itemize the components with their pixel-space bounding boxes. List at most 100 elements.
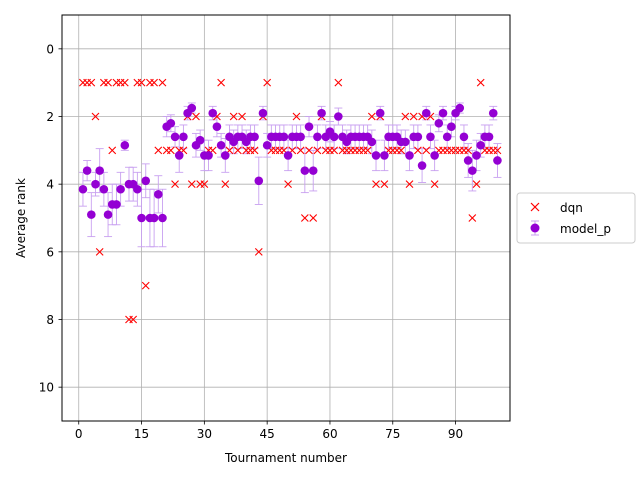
x-tick-label: 45 [260,427,275,441]
dqn-point [330,146,339,155]
dqn-point [91,112,100,121]
model-p-point [204,151,213,160]
dqn-point [367,112,376,121]
dqn-point [95,247,104,256]
model-p-point [116,184,125,194]
model-p-point [99,184,109,194]
model-p-point [468,166,477,175]
y-tick-label: 10 [39,381,54,395]
model-p-point [434,118,444,128]
dqn-point [413,146,422,155]
dqn-point [284,180,292,189]
dqn-point [263,78,272,87]
model-p-point [413,132,423,142]
model-p-point [133,184,142,194]
legend: dqn model_p [516,192,636,244]
model-p-point [82,166,92,175]
x-tick-label: 90 [448,427,463,441]
model-p-point [304,122,314,131]
dqn-point [493,146,502,155]
model-p-point [317,108,326,118]
x-axis-label: Tournament number [224,451,347,465]
model-p-point [493,156,502,165]
x-tick-label: 0 [75,427,83,441]
y-axis-label: Average rank [14,178,28,258]
dqn-point [292,112,301,121]
model-p-point [375,108,385,118]
dqn-point [305,146,313,155]
model-p-point [153,190,163,199]
model-p-point [149,213,159,223]
dqn-point [150,78,159,87]
dqn-point [250,146,259,155]
dqn-point [129,315,138,324]
dqn-point [405,180,414,189]
model-p-point [329,132,339,142]
y-tick-label: 0 [46,42,54,56]
dqn-point [108,146,117,155]
dqn-point [409,112,418,121]
model-p-point [442,132,452,142]
model-p-point [212,122,222,131]
model-p-point [484,132,494,142]
model-p-point [472,151,481,160]
dqn-point [464,146,473,155]
dqn-point [363,146,372,155]
model-p-point [174,151,184,160]
dqn-point [158,78,167,87]
model-p-point [187,103,197,113]
model-p-point [296,132,305,142]
model-p-point [208,108,218,118]
model-p-point [455,103,465,113]
dqn-point [472,180,481,189]
model-p-point [95,166,104,175]
dqn-point [397,146,406,155]
x-tick-label: 15 [134,427,149,441]
model-p-point [430,151,439,160]
dqn-point [238,112,246,121]
model-p-point [367,137,377,147]
legend-marker-dqn [530,202,540,212]
model-p-point [103,210,113,219]
model-p-series [78,103,502,223]
dqn-point [334,78,343,87]
dqn-point [171,180,179,189]
dqn-point [217,78,225,87]
dqn-point [104,78,112,87]
model-p-point [283,151,293,160]
dqn-point [233,146,242,155]
model-p-point [476,140,485,150]
x-tick-label: 60 [322,427,337,441]
dqn-point [154,146,163,155]
model-p-point [334,112,343,121]
model-p-point [426,132,435,142]
dqn-point [296,146,305,155]
model-p-point [279,132,289,142]
dqn-point [468,214,477,222]
model-p-point [421,108,431,118]
legend-label-model-p: model_p [560,222,611,236]
model-p-point [179,132,188,142]
x-tick-label: 75 [385,427,400,441]
dqn-point [141,281,150,290]
model-p-point [137,213,146,223]
model-p-point [78,184,88,194]
dqn-point [313,146,322,155]
model-p-point [254,176,264,186]
model-p-point [447,122,456,131]
y-tick-label: 2 [46,110,54,124]
legend-marker-model-p [530,220,540,236]
dqn-point [422,146,431,155]
model-p-point [258,108,268,118]
model-p-point [158,213,167,223]
model-p-point [87,210,96,219]
legend-label-dqn: dqn [560,201,583,215]
x-tick-label: 30 [197,427,212,441]
model-p-point [170,132,180,142]
dqn-point [120,78,129,87]
model-p-point [417,161,427,170]
dqn-point [430,180,439,189]
dqn-point [300,214,309,222]
model-p-point [91,179,100,189]
y-tick-label: 4 [46,178,54,192]
